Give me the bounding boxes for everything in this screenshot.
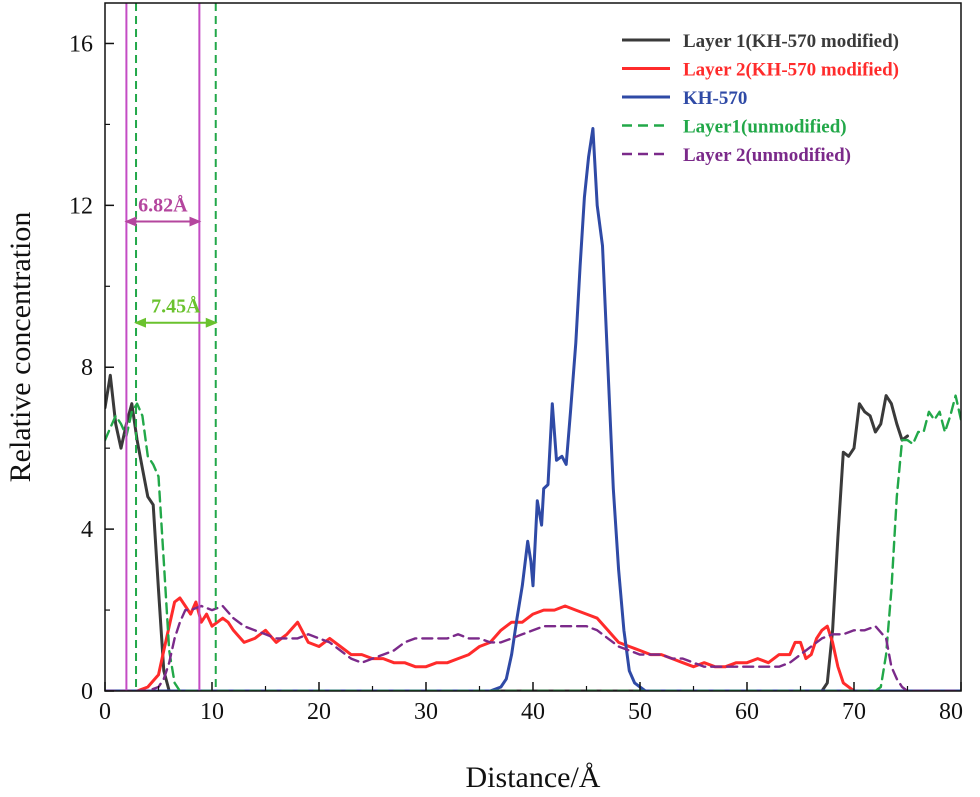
dimension-label-1: 6.82Å — [138, 194, 188, 217]
legend: Layer 1(KH-570 modified) Layer 2(KH-570 m… — [622, 31, 899, 166]
x-tick-label: 70 — [842, 699, 866, 725]
legend-label-3: KH-570 — [683, 88, 747, 109]
legend-label-5: Layer 2(unmodified) — [683, 145, 851, 166]
annotation-layer: 6.82Å 7.45Å — [124, 3, 218, 691]
x-tick-label: 30 — [414, 699, 438, 725]
x-tick-label: 50 — [628, 699, 652, 725]
plot-frame — [104, 2, 962, 692]
series-line-3 — [105, 127, 961, 691]
x-tick-label: 20 — [307, 699, 331, 725]
x-tick-label: 40 — [521, 699, 545, 725]
x-tick-label: 60 — [735, 699, 759, 725]
x-tick-label: 80 — [939, 699, 963, 725]
series-line-4 — [105, 394, 961, 691]
series-line-1 — [105, 373, 909, 691]
y-tick-label: 4 — [81, 517, 93, 543]
y-tick-label: 16 — [69, 31, 93, 57]
x-axis-title: Distance/Å — [466, 761, 601, 794]
legend-label-2: Layer 2(KH-570 modified) — [683, 60, 899, 81]
legend-label-1: Layer 1(KH-570 modified) — [683, 31, 899, 52]
y-axis: 0 4 8 12 16 — [69, 31, 114, 705]
x-axis: 0 10 20 30 40 50 60 70 80 — [99, 682, 963, 725]
y-tick-label: 8 — [81, 355, 93, 381]
series-line-5 — [105, 604, 961, 691]
y-tick-label: 12 — [69, 193, 93, 219]
y-tick-label: 0 — [81, 679, 93, 705]
dimension-label-2: 7.45Å — [151, 295, 201, 318]
y-axis-title: Relative concentration — [4, 212, 37, 483]
series-layer — [105, 127, 961, 691]
legend-label-4: Layer1(unmodified) — [683, 117, 847, 138]
x-tick-label: 0 — [99, 699, 111, 725]
x-tick-label: 10 — [200, 699, 224, 725]
